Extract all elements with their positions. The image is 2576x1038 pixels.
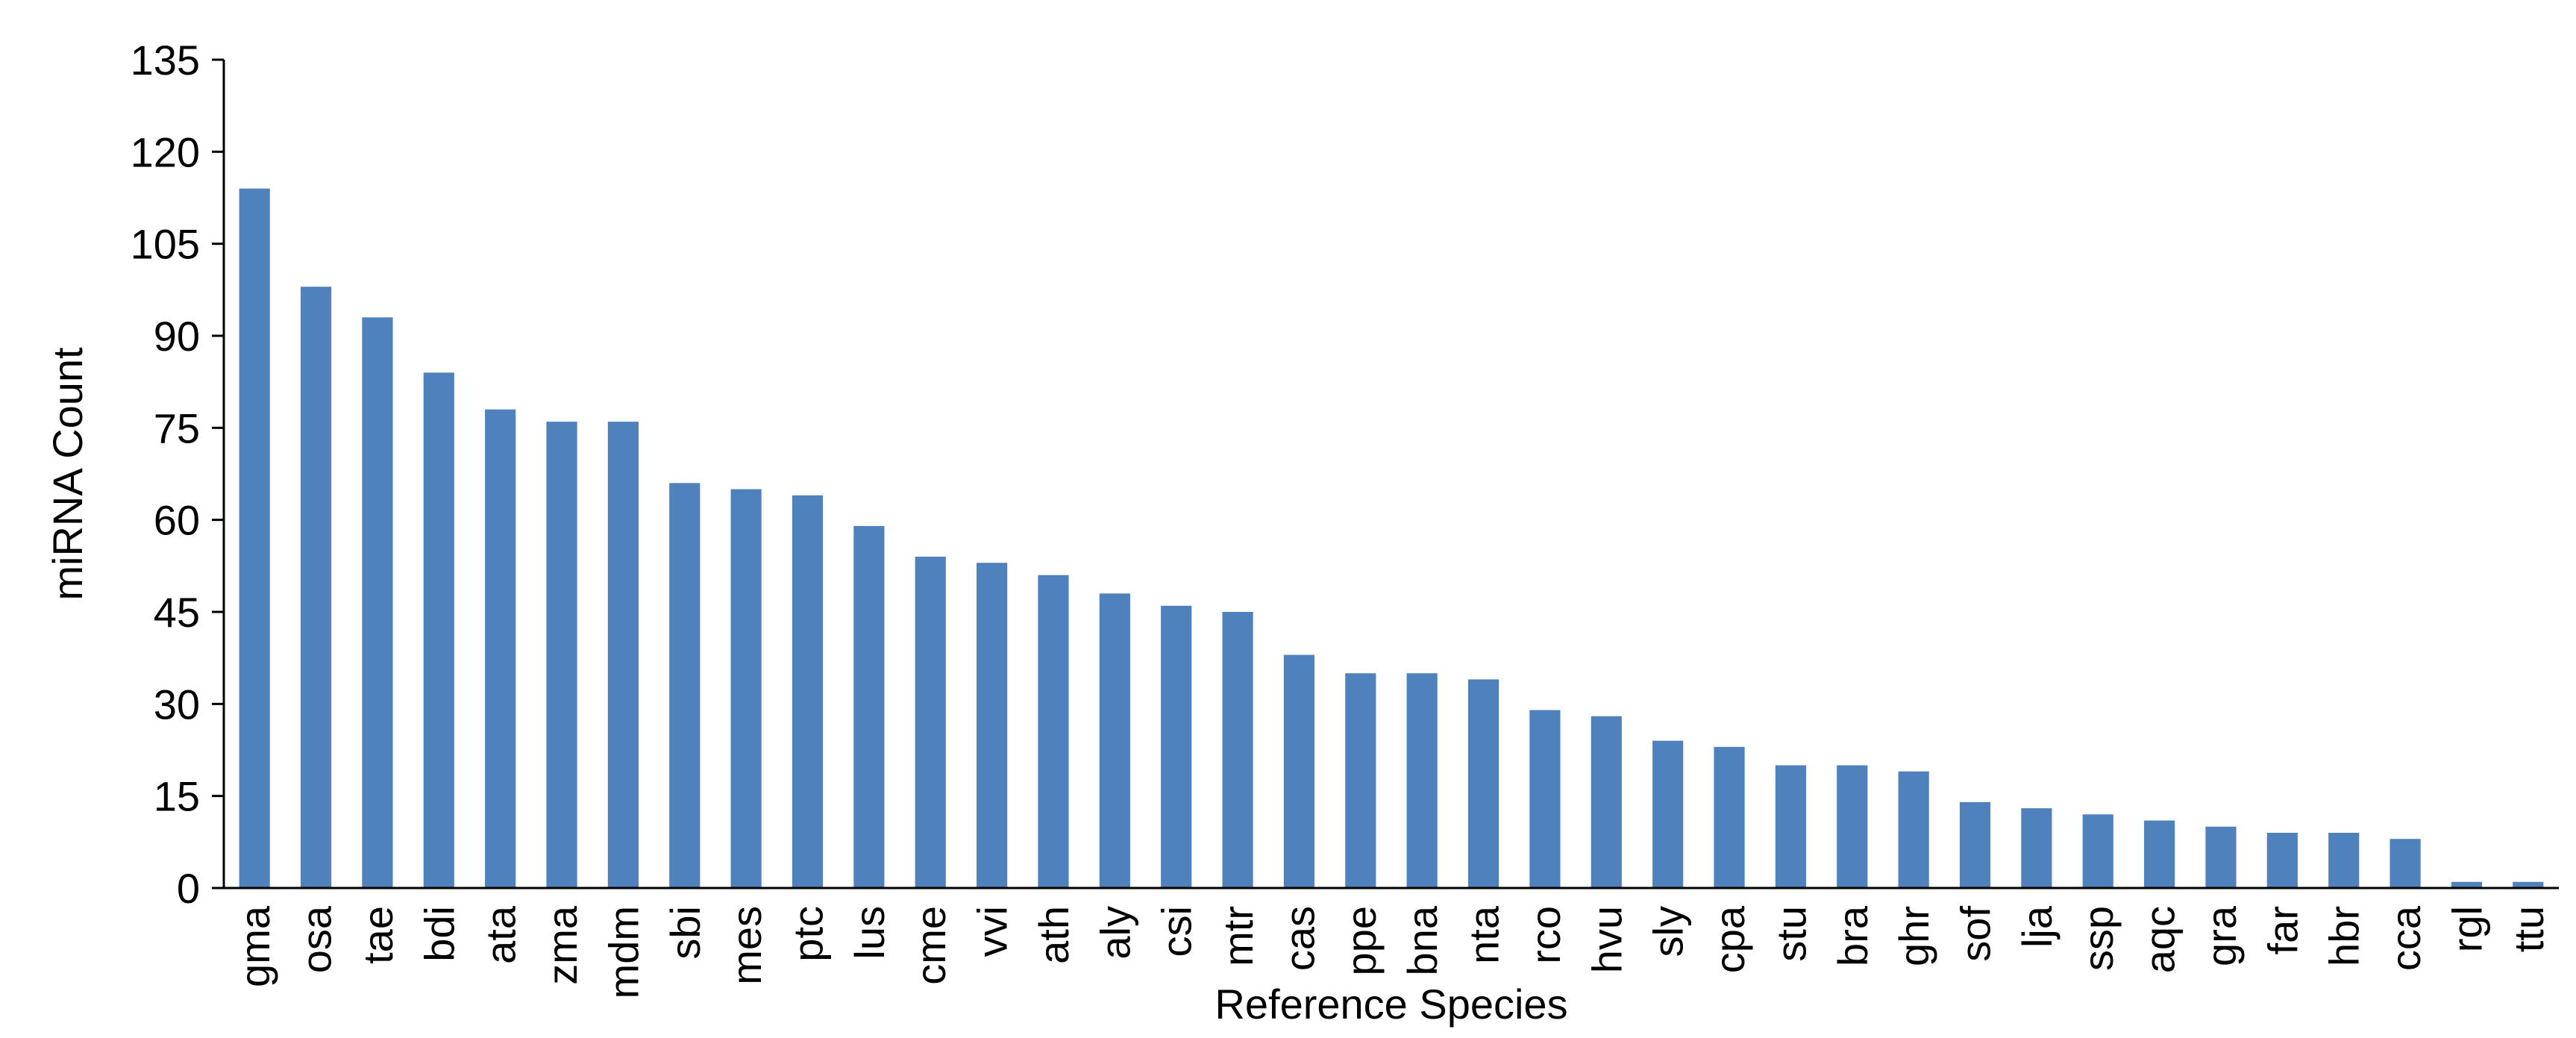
bar-lja (2021, 808, 2052, 888)
bar-mes (730, 489, 762, 888)
x-tick-label: nta (1461, 905, 1508, 964)
x-tick-label: tae (354, 906, 401, 964)
y-tick-label: 90 (154, 313, 200, 360)
bar-ssp (2082, 814, 2113, 888)
bar-cas (1283, 654, 1315, 888)
x-tick-label: lja (2014, 905, 2061, 948)
x-tick-label: ath (1030, 906, 1077, 964)
bar-mtr (1222, 612, 1253, 888)
bar-ath (1038, 575, 1069, 888)
bar-vvi (977, 563, 1008, 888)
x-tick-label: ttu (2505, 906, 2552, 952)
bar-hbr (2328, 833, 2360, 888)
x-tick-label: mtr (1215, 906, 1262, 966)
x-tick-label: ata (477, 905, 524, 964)
x-tick-label: ghr (1890, 906, 1937, 966)
bars (239, 188, 2544, 888)
y-axis-ticks: 0 15 30 45 60 75 90 105 120 135 (131, 37, 224, 912)
x-tick-label: aqc (2137, 906, 2184, 973)
x-tick-label: rgl (2443, 906, 2490, 952)
x-tick-label: csi (1153, 906, 1200, 957)
x-tick-label: gma (231, 905, 278, 987)
x-tick-label: lus (846, 906, 893, 960)
bar-mdm (607, 422, 639, 888)
x-tick-label: ppe (1338, 906, 1385, 975)
bar-hvu (1591, 716, 1622, 888)
bar-bra (1837, 765, 1868, 888)
x-tick-label: cca (2382, 905, 2429, 971)
bar-lus (853, 525, 885, 888)
x-tick-label: hvu (1583, 906, 1630, 973)
bar-sbi (669, 483, 701, 888)
bar-nta (1467, 679, 1499, 888)
y-tick-label: 75 (154, 404, 200, 451)
x-tick-label: aly (1091, 906, 1138, 960)
x-tick-label: rco (1522, 906, 1569, 964)
x-tick-label: gra (2198, 905, 2245, 966)
x-tick-label: ssp (2075, 906, 2122, 971)
x-tick-label: mes (723, 906, 770, 985)
x-tick-label: cme (907, 906, 954, 985)
bar-tae (362, 317, 393, 888)
bar-aqc (2144, 820, 2175, 888)
bar-rgl (2451, 881, 2483, 888)
bar-ppe (1345, 673, 1376, 888)
bar-bna (1406, 673, 1438, 888)
x-tick-label: osa (293, 905, 340, 973)
y-tick-label: 45 (154, 589, 200, 636)
x-tick-label: bdi (416, 906, 463, 962)
x-tick-label: vvi (969, 906, 1016, 957)
x-tick-label: sly (1645, 906, 1692, 957)
bar-osa (300, 287, 332, 888)
y-tick-label: 30 (154, 681, 200, 728)
y-tick-label: 15 (154, 773, 200, 820)
bar-aly (1099, 593, 1130, 888)
bar-far (2266, 833, 2298, 888)
x-tick-label: sbi (662, 906, 709, 960)
y-axis-title: miRNA Count (44, 347, 91, 601)
x-tick-label: ptc (785, 906, 832, 962)
x-tick-label: cas (1276, 906, 1323, 971)
x-tick-label: mdm (600, 906, 647, 998)
x-tick-label: far (2259, 906, 2306, 954)
y-tick-label: 60 (154, 497, 200, 544)
bar-ptc (792, 495, 824, 888)
y-tick-label: 0 (177, 865, 200, 912)
y-tick-label: 135 (131, 37, 200, 84)
bar-ttu (2513, 881, 2544, 888)
y-tick-label: 105 (131, 221, 200, 268)
x-tick-label: stu (1767, 906, 1814, 962)
x-tick-label: hbr (2321, 906, 2368, 966)
x-axis-title: Reference Species (1215, 981, 1567, 1028)
x-axis-ticks: gma osa tae bdi ata zma mdm sbi mes ptc lus cme vvi a… (231, 905, 2552, 998)
bar-zma (546, 422, 577, 888)
bar-rco (1529, 710, 1561, 888)
y-tick-label: 120 (131, 128, 200, 175)
bar-cpa (1714, 746, 1745, 888)
bar-cca (2389, 839, 2421, 888)
bar-cme (915, 557, 946, 888)
bar-sof (1959, 801, 1991, 888)
bar-ata (485, 409, 516, 888)
bar-bdi (423, 372, 454, 888)
x-tick-label: zma (539, 905, 586, 985)
x-tick-label: cpa (1706, 905, 1753, 973)
bar-ghr (1898, 771, 1929, 888)
x-tick-label: bra (1829, 905, 1876, 966)
bar-csi (1161, 605, 1192, 888)
x-tick-label: sof (1952, 906, 1999, 962)
bar-gra (2205, 826, 2237, 888)
bar-gma (239, 188, 270, 888)
bar-sly (1652, 740, 1684, 888)
bar-stu (1775, 765, 1806, 888)
x-tick-label: bna (1399, 905, 1446, 975)
